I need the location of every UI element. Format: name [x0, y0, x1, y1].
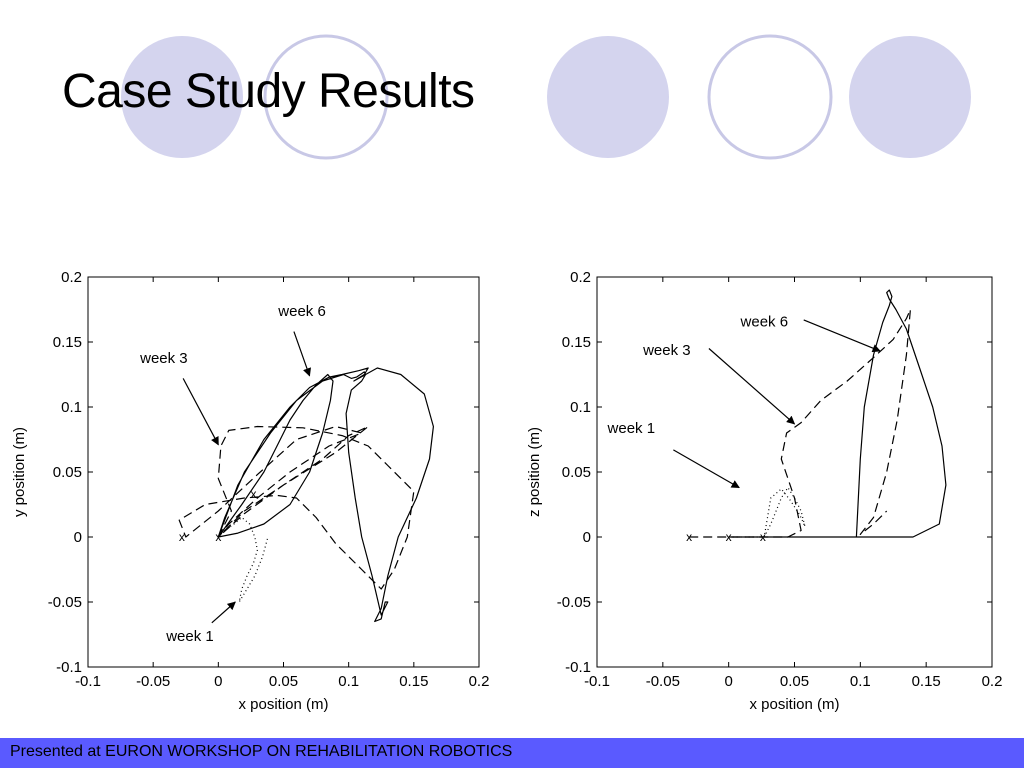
y-tick-label: -0.05 — [48, 594, 82, 611]
y-tick-label: 0.1 — [61, 399, 82, 416]
start-marker: x — [726, 530, 732, 544]
plot-frame — [87, 276, 480, 668]
y-tick-label: 0 — [74, 529, 82, 546]
start-marker: x — [251, 487, 257, 501]
series-line-week-3 — [178, 425, 415, 590]
y-axis-label: z position (m) — [526, 427, 543, 517]
slide-title: Case Study Results — [62, 65, 475, 118]
decor-circle-1 — [121, 36, 243, 158]
x-tick-label: 0.05 — [269, 673, 298, 690]
y-tick-label: 0.15 — [53, 334, 82, 351]
annotation-label: week 1 — [607, 420, 656, 437]
footer-bar: Presented at EURON WORKSHOP ON REHABILIT… — [0, 738, 1024, 768]
start-marker: x — [179, 530, 185, 544]
y-tick-label: 0.2 — [570, 269, 591, 286]
xz-trajectory-plot: -0.1 -0.05 0 0.05 0.1 0.15 0.2 -0.1 -0.05 0 0.05 0.… — [526, 269, 1003, 713]
series-line-week-1 — [217, 516, 269, 603]
x-tick-label: 0.15 — [399, 673, 428, 690]
y-tick-label: 0.05 — [53, 464, 82, 481]
annotation-label: week 3 — [139, 350, 188, 367]
x-tick-label: -0.05 — [136, 673, 170, 690]
decor-circle-3 — [547, 36, 669, 158]
series-line-week-1 — [763, 487, 806, 538]
footer-text: Presented at EURON WORKSHOP ON REHABILIT… — [10, 743, 513, 760]
x-tick-label: 0.15 — [912, 673, 941, 690]
series-line-week-6 — [217, 367, 434, 623]
x-tick-label: 0.05 — [780, 673, 809, 690]
start-marker: x — [686, 530, 692, 544]
y-tick-label: 0 — [583, 529, 591, 546]
y-tick-label: 0.15 — [562, 334, 591, 351]
start-marker: x — [760, 530, 766, 544]
x-tick-label: 0 — [214, 673, 222, 690]
annotation-arrow — [293, 331, 312, 377]
x-tick-label: 0.2 — [982, 673, 1003, 690]
x-tick-label: 0.2 — [469, 673, 490, 690]
x-tick-label: -0.1 — [584, 673, 610, 690]
annotation-arrow — [803, 319, 881, 353]
annotation-arrow — [182, 378, 219, 446]
x-tick-label: 0.1 — [850, 673, 871, 690]
decor-circle-4 — [707, 34, 833, 160]
start-marker: x — [215, 530, 221, 544]
y-tick-label: -0.05 — [557, 594, 591, 611]
y-tick-label: 0.05 — [562, 464, 591, 481]
x-tick-label: 0.1 — [338, 673, 359, 690]
x-tick-label: -0.05 — [646, 673, 680, 690]
x-axis-label: x position (m) — [749, 696, 839, 713]
series-line-week-6 — [728, 289, 947, 538]
y-tick-label: -0.1 — [56, 659, 82, 676]
x-axis-label: x position (m) — [238, 696, 328, 713]
y-tick-label: -0.1 — [565, 659, 591, 676]
y-axis-label: y position (m) — [11, 427, 28, 517]
annotation-label: week 1 — [165, 628, 214, 645]
annotation-arrow — [211, 601, 236, 624]
x-tick-label: -0.1 — [75, 673, 101, 690]
xy-trajectory-plot: -0.1 -0.05 0 0.05 0.1 0.15 0.2 -0.1 -0.05 0 0.05 0.… — [11, 269, 490, 713]
y-tick-label: 0.1 — [570, 399, 591, 416]
decorative-circles — [121, 34, 971, 160]
annotation-arrow — [708, 348, 796, 425]
annotation-label: week 6 — [277, 303, 326, 320]
annotation-arrow — [673, 449, 740, 489]
y-tick-label: 0.2 — [61, 269, 82, 286]
decor-circle-5 — [849, 36, 971, 158]
decor-circle-2 — [263, 34, 389, 160]
annotation-label: week 3 — [642, 342, 691, 359]
plot-frame — [596, 276, 993, 668]
x-tick-label: 0 — [724, 673, 732, 690]
annotation-label: week 6 — [740, 313, 789, 330]
